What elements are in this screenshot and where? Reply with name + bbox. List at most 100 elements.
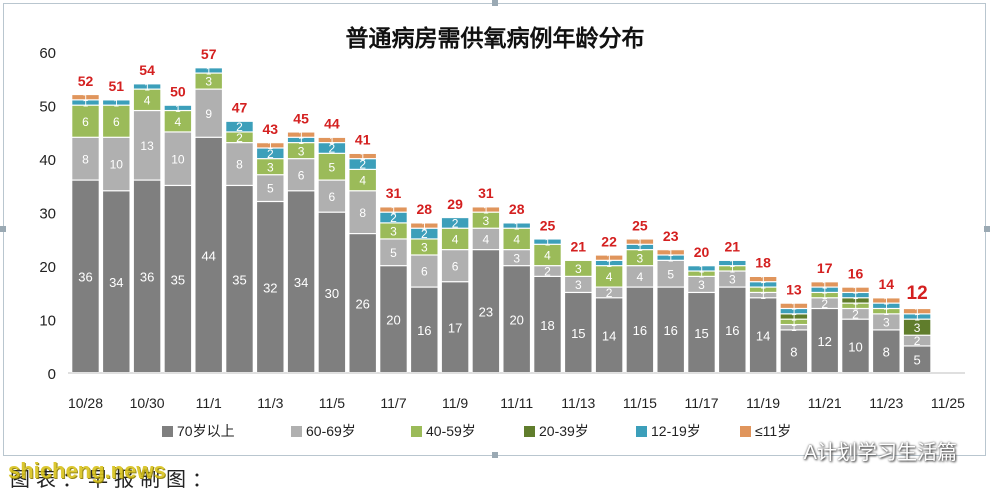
bar-segment xyxy=(595,265,623,288)
segment-label: 16 xyxy=(633,323,647,338)
segment-label: 2 xyxy=(329,142,336,156)
segment-label: 8 xyxy=(883,345,890,360)
x-tick-label: 10/28 xyxy=(68,395,103,411)
bar-segment xyxy=(780,308,808,314)
segment-label: 3 xyxy=(298,144,305,158)
chart-credit: 图表：早报制图： xyxy=(10,469,218,491)
segment-label: 3 xyxy=(883,315,890,329)
segment-label: 6 xyxy=(421,265,428,279)
bar-segment xyxy=(595,260,623,266)
bar-segment xyxy=(71,105,100,138)
bar-segment xyxy=(348,190,377,234)
bar-segment xyxy=(872,313,901,330)
segment-label: 5 xyxy=(267,182,274,196)
total-label: 20 xyxy=(694,244,710,260)
x-tick-label: 11/7 xyxy=(380,395,406,411)
legend-swatch xyxy=(524,426,535,437)
segment-label: 1 xyxy=(853,291,859,302)
segment-label: 1 xyxy=(914,312,920,323)
segment-label: 4 xyxy=(144,93,151,107)
segment-label: 3 xyxy=(205,75,212,89)
segment-label: 20 xyxy=(509,313,523,328)
legend-label: ≤11岁 xyxy=(755,423,791,439)
segment-label: 1 xyxy=(853,302,859,313)
bar-segment xyxy=(71,137,100,181)
resize-handle-right[interactable] xyxy=(984,226,990,232)
bar-segment xyxy=(718,287,747,373)
segment-label: 1 xyxy=(884,302,890,313)
total-label: 51 xyxy=(109,78,125,94)
segment-label: 3 xyxy=(575,278,582,292)
segment-label: 36 xyxy=(78,270,92,285)
segment-label: 5 xyxy=(913,353,920,368)
bar-segment xyxy=(194,89,223,138)
segment-label: 10 xyxy=(110,158,124,172)
segment-label: 34 xyxy=(294,275,308,290)
segment-label: 1 xyxy=(853,296,859,307)
segment-label: 1 xyxy=(822,291,828,302)
y-tick-label: 0 xyxy=(48,366,56,383)
segment-label: 2 xyxy=(236,120,243,134)
resize-handle-bottom[interactable] xyxy=(492,452,498,458)
bar-segment xyxy=(164,185,192,373)
segment-label: 16 xyxy=(725,323,739,338)
total-label: 12 xyxy=(907,283,928,304)
segment-label: 15 xyxy=(571,326,585,341)
segment-label: 2 xyxy=(544,265,551,279)
resize-handle-left[interactable] xyxy=(0,226,6,232)
segment-label: 1 xyxy=(329,136,335,147)
bar-segment xyxy=(626,249,654,266)
total-label: 52 xyxy=(78,73,94,89)
bar-segment xyxy=(780,329,808,373)
bar-segment xyxy=(410,287,439,373)
total-label: 21 xyxy=(725,239,741,255)
segment-label: 6 xyxy=(452,259,459,273)
resize-handle-top[interactable] xyxy=(492,0,498,6)
segment-label: 6 xyxy=(298,168,305,182)
segment-label: 1 xyxy=(298,136,304,147)
segment-label: 44 xyxy=(201,248,215,263)
segment-label: 14 xyxy=(756,329,770,344)
bar-segment xyxy=(749,276,777,282)
bar-segment xyxy=(379,212,408,223)
bar-segment xyxy=(903,308,931,314)
bar-segment xyxy=(441,249,469,282)
segment-label: 4 xyxy=(452,233,459,247)
bar-segment xyxy=(687,276,716,293)
segment-label: 3 xyxy=(575,262,582,276)
watermark-right: A计划学习生活篇 xyxy=(803,442,957,464)
segment-label: 1 xyxy=(822,286,828,297)
segment-label: 9 xyxy=(205,107,212,121)
segment-label: 1 xyxy=(760,291,766,302)
segment-label: 14 xyxy=(602,329,616,344)
total-label: 29 xyxy=(447,196,463,212)
segment-label: 12 xyxy=(817,334,831,349)
bar-segment xyxy=(872,297,901,304)
y-tick-label: 30 xyxy=(39,206,56,223)
bar-segment xyxy=(749,292,777,298)
total-label: 41 xyxy=(355,132,371,148)
bar-segment xyxy=(410,222,439,229)
bar-segment xyxy=(841,287,870,293)
total-label: 25 xyxy=(540,217,556,233)
legend-swatch xyxy=(636,426,647,437)
bar-segment xyxy=(626,265,654,288)
segment-label: 35 xyxy=(232,272,246,287)
bar-segment xyxy=(410,255,439,288)
segment-label: 1 xyxy=(822,280,828,291)
segment-label: 1 xyxy=(760,280,766,291)
bar-segment xyxy=(810,287,839,293)
segment-label: 5 xyxy=(329,160,336,174)
segment-label: 2 xyxy=(236,131,243,145)
segment-label: 1 xyxy=(175,104,181,115)
x-tick-label: 10/30 xyxy=(130,395,165,411)
segment-label: 2 xyxy=(359,158,366,172)
segment-label: 1 xyxy=(730,264,736,275)
segment-label: 1 xyxy=(884,296,890,307)
segment-label: 3 xyxy=(914,321,921,335)
segment-label: 1 xyxy=(144,82,150,93)
segment-label: 1 xyxy=(422,221,428,232)
bar-segment xyxy=(656,287,685,373)
bar-segment xyxy=(318,142,346,154)
y-tick-label: 10 xyxy=(39,313,56,330)
